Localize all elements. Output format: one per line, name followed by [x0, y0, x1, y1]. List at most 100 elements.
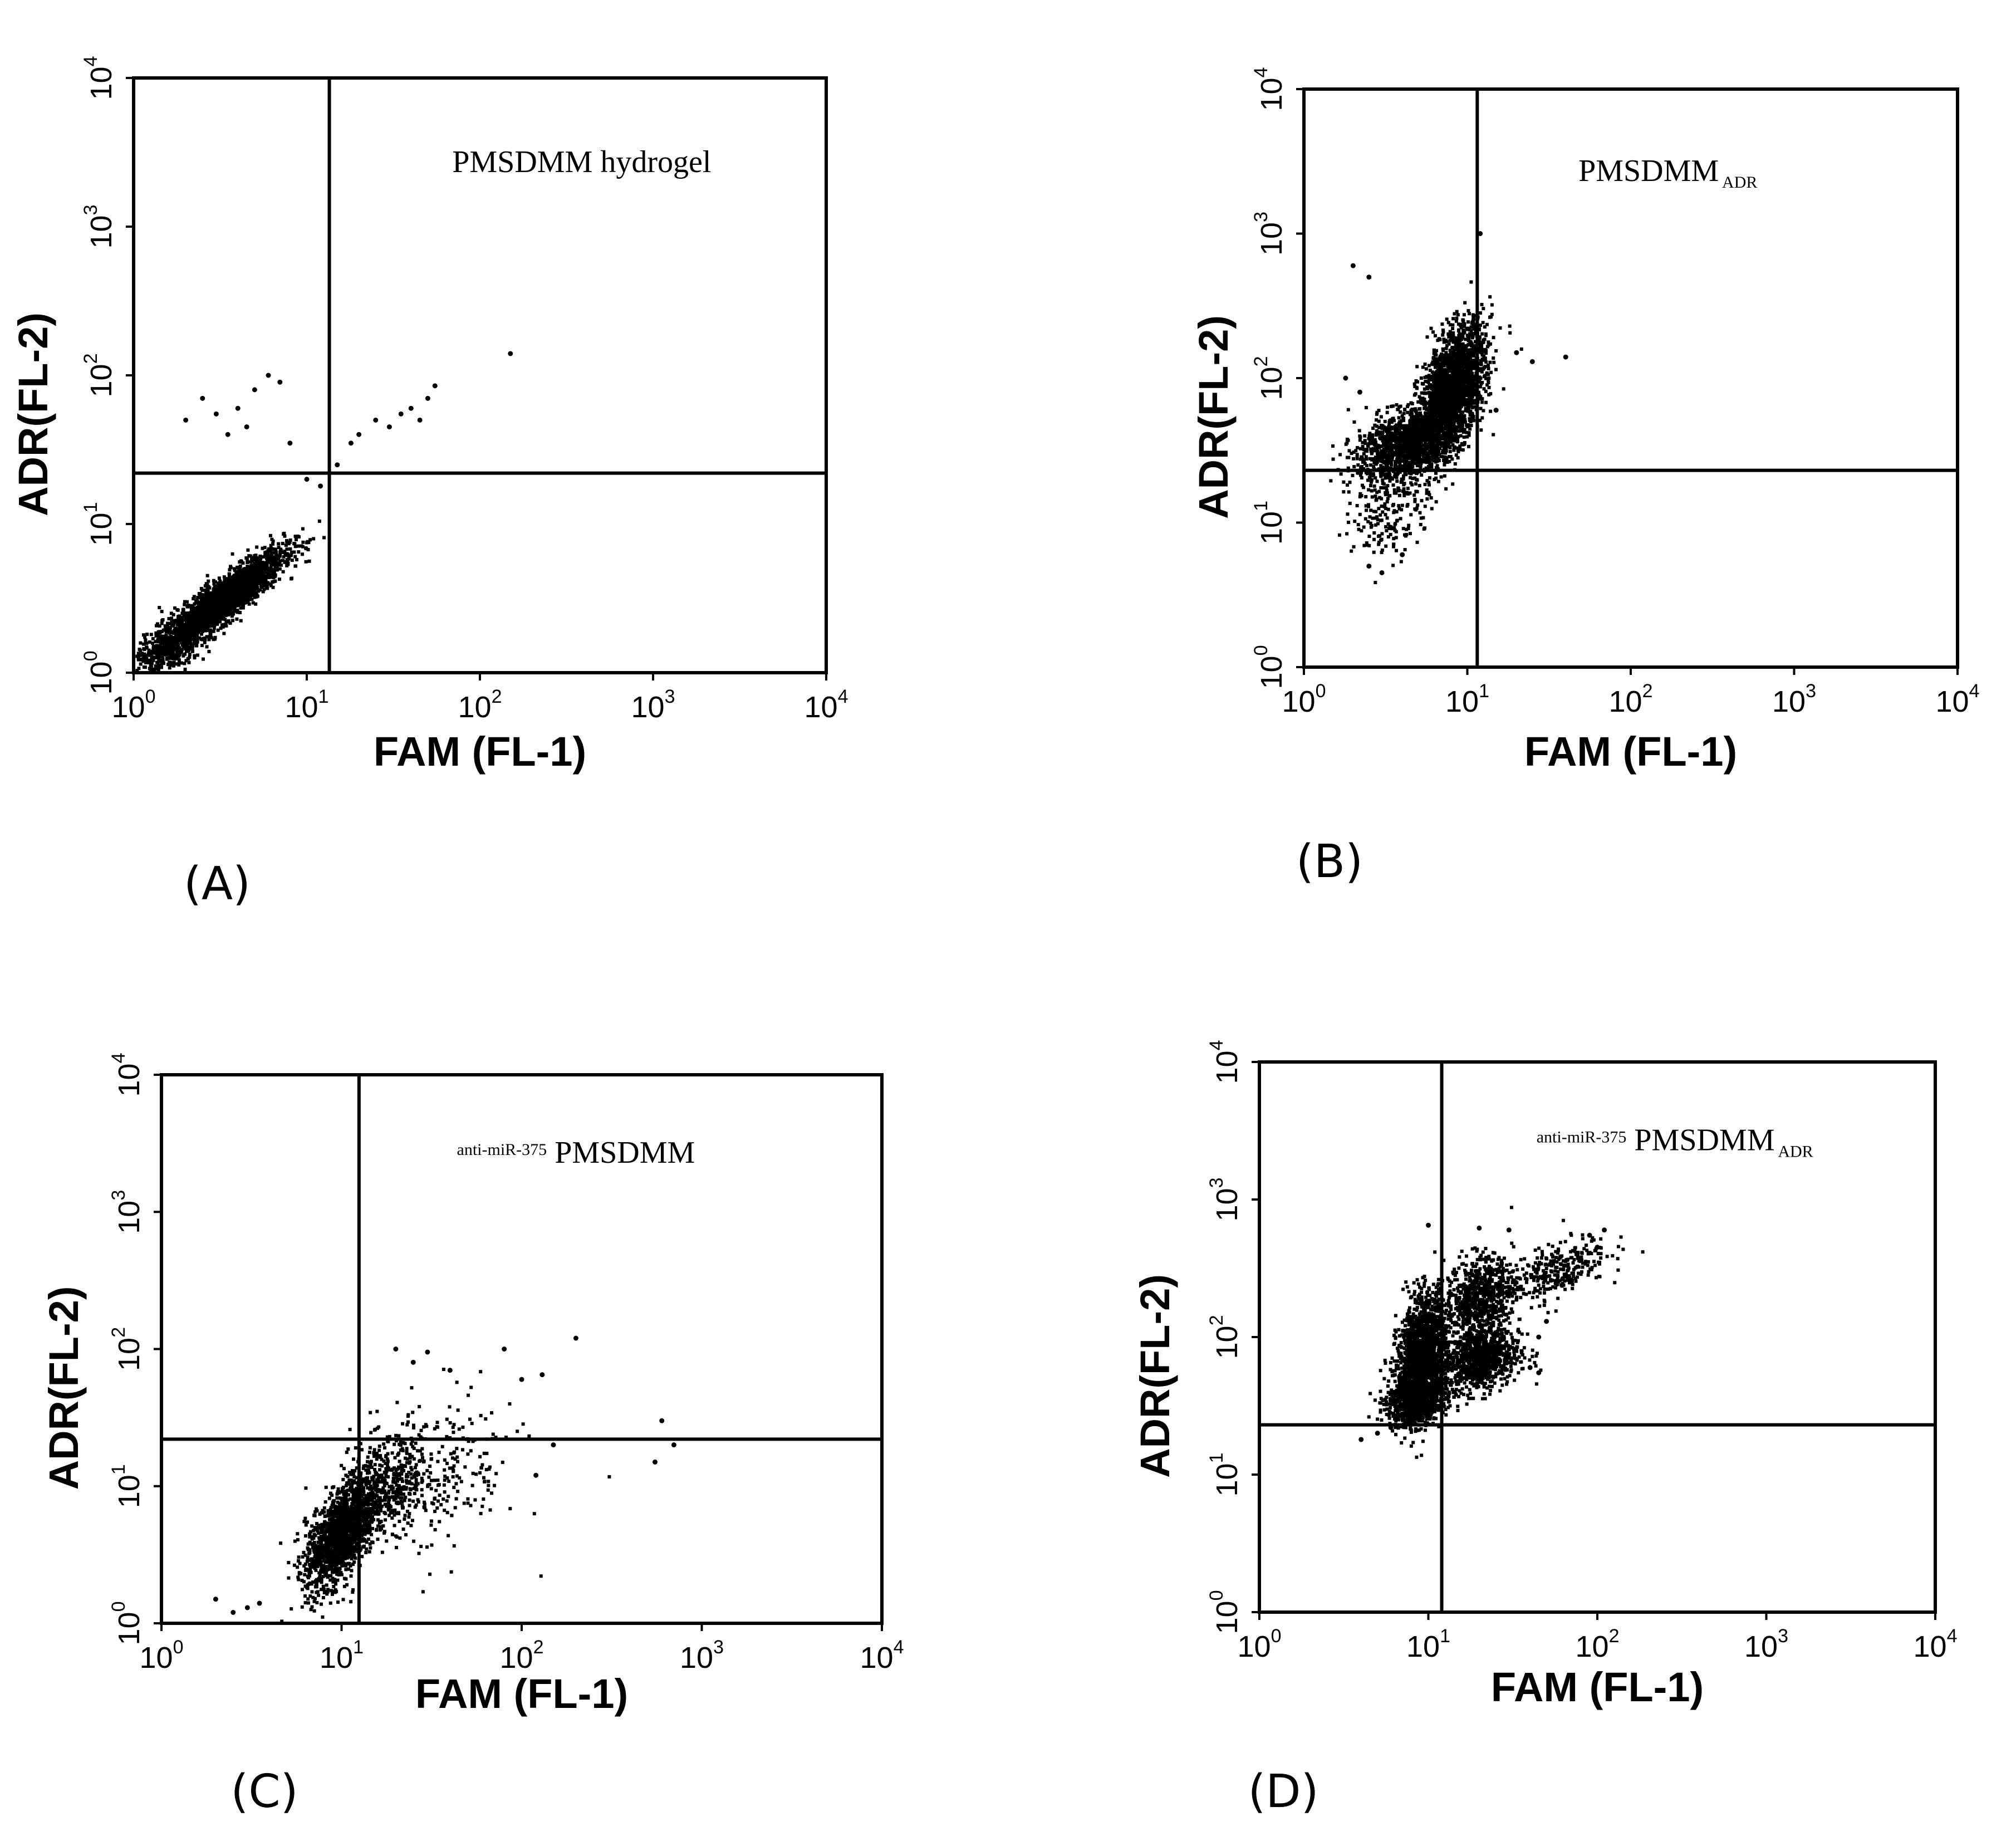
data-point [244, 581, 248, 585]
data-point [194, 642, 198, 645]
data-point [203, 613, 207, 616]
data-point [1454, 428, 1458, 432]
data-point [1487, 385, 1491, 389]
data-point [1473, 340, 1477, 344]
data-point [283, 534, 287, 538]
data-point [248, 570, 252, 574]
data-point [225, 589, 229, 593]
data-point [207, 600, 211, 604]
data-point [1482, 387, 1486, 391]
data-point [181, 608, 185, 612]
data-point [189, 623, 193, 627]
data-point [1451, 482, 1455, 486]
data-point [148, 658, 152, 662]
data-point [235, 583, 239, 587]
data-point [164, 634, 168, 638]
data-point [1468, 312, 1471, 316]
data-point [171, 652, 175, 655]
data-point [1461, 430, 1465, 434]
data-point [169, 611, 173, 615]
data-point [285, 547, 289, 551]
data-point [1488, 295, 1492, 299]
data-point [234, 609, 238, 613]
data-point [170, 616, 174, 620]
data-point [198, 636, 202, 640]
data-point [198, 614, 202, 618]
data-point [278, 550, 282, 554]
data-point [151, 655, 155, 659]
data-point [171, 644, 175, 648]
data-point [1459, 448, 1463, 452]
data-point [185, 600, 189, 604]
data-point [163, 624, 167, 628]
data-point [227, 594, 231, 598]
data-point [200, 593, 204, 596]
data-point [166, 641, 170, 645]
data-point [204, 629, 208, 633]
data-point [1473, 348, 1477, 352]
data-point [252, 387, 257, 393]
data-point [199, 619, 203, 623]
data-point [184, 647, 188, 651]
data-point [257, 567, 261, 571]
data-point [1468, 341, 1471, 345]
data-point [160, 662, 164, 666]
data-point [173, 654, 176, 658]
data-point [239, 606, 243, 610]
data-point [231, 619, 235, 623]
data-point [1470, 412, 1474, 415]
data-point [184, 659, 188, 663]
data-point [1470, 379, 1474, 383]
data-point [249, 580, 253, 584]
data-point [274, 563, 278, 567]
data-point [154, 634, 158, 638]
data-point [233, 589, 237, 593]
data-point [183, 603, 187, 606]
data-point [162, 639, 166, 643]
data-point [210, 599, 214, 603]
data-point [236, 581, 239, 585]
data-point [221, 625, 225, 629]
data-point [175, 634, 179, 638]
data-point [258, 564, 262, 568]
data-point [208, 618, 212, 621]
data-point [182, 634, 186, 638]
data-point [271, 574, 275, 577]
data-point [222, 631, 226, 635]
data-point [228, 621, 232, 625]
data-point [225, 579, 229, 582]
data-point [241, 604, 245, 608]
data-point [1466, 394, 1470, 398]
data-point [185, 640, 189, 644]
data-point [170, 630, 174, 634]
data-point [1451, 317, 1455, 321]
data-point [149, 653, 153, 657]
data-point [373, 417, 379, 423]
data-point [213, 411, 219, 417]
data-point [219, 585, 223, 589]
data-point [282, 532, 286, 536]
data-point [151, 642, 155, 645]
data-point [192, 595, 196, 599]
data-point [217, 604, 221, 608]
data-point [307, 559, 311, 563]
data-point [206, 625, 210, 629]
data-point [205, 592, 209, 596]
data-point [253, 595, 257, 599]
data-point [195, 643, 199, 647]
data-point [220, 615, 224, 619]
data-point [205, 645, 209, 649]
data-point [1419, 376, 1423, 380]
data-point [252, 561, 256, 565]
data-point [230, 596, 234, 600]
data-point [136, 652, 140, 655]
data-point [224, 582, 228, 586]
data-point [287, 440, 293, 446]
data-point [1456, 448, 1460, 452]
data-point [195, 653, 199, 657]
data-point [1483, 325, 1487, 329]
data-point [271, 561, 274, 565]
data-point [246, 548, 250, 552]
data-point [205, 582, 209, 586]
